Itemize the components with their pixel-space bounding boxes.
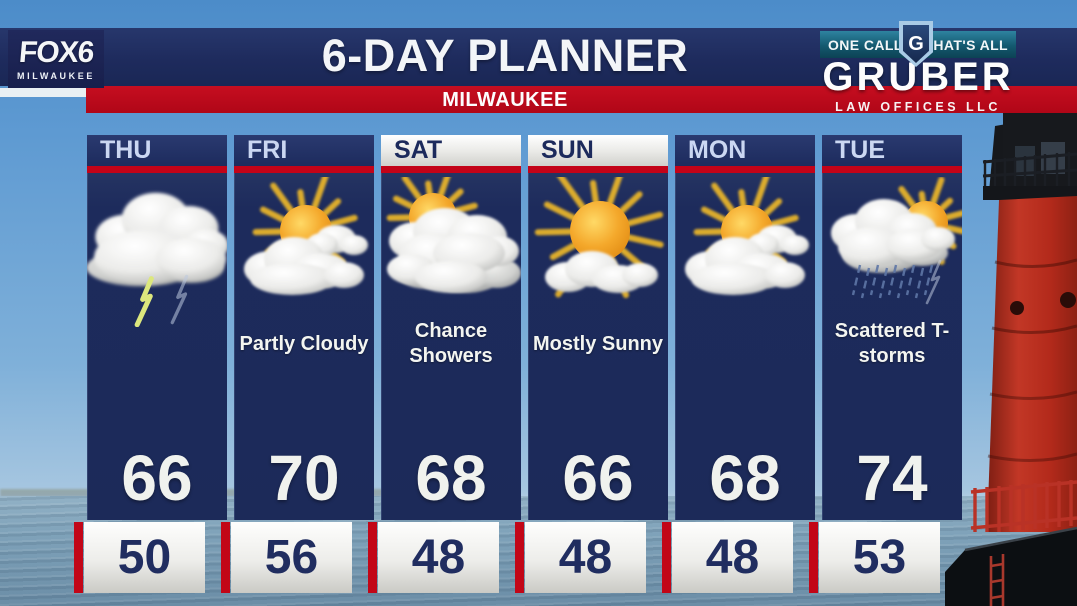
mostly-sunny-icon <box>528 156 668 327</box>
station-logo-text: FOX6 <box>17 35 95 69</box>
condition-label <box>679 313 811 375</box>
low-temp-box: 50 <box>84 522 205 593</box>
day-header: TUE <box>822 135 962 166</box>
high-temp: 70 <box>268 442 340 514</box>
page-title: 6-DAY PLANNER <box>321 30 689 81</box>
low-accent-bar <box>74 522 83 593</box>
low-band: 56 <box>221 522 374 593</box>
low-temp: 48 <box>411 531 466 584</box>
condition-label: Scattered T-storms <box>834 320 950 367</box>
high-temp: 66 <box>562 442 634 514</box>
day-label: SUN <box>541 136 594 164</box>
sponsor-tagline-left: ONE CALL <box>828 36 903 53</box>
condition-label: Partly Cloudy <box>239 332 369 355</box>
header-accent-stripe <box>87 166 227 173</box>
forecast-column-tue: TUE Scattered T-storms 74 53 <box>809 135 966 593</box>
low-temp-box: 48 <box>672 522 793 593</box>
day-header: FRI <box>234 135 374 166</box>
day-label: THU <box>100 136 152 164</box>
low-temp: 53 <box>852 531 907 584</box>
high-temp: 68 <box>415 442 487 514</box>
header-accent-stripe <box>528 166 668 173</box>
condition-label: Mostly Sunny <box>532 332 663 355</box>
header-accent-stripe <box>675 166 815 173</box>
sponsor-subtext: LAW OFFICES LLC <box>835 100 1001 114</box>
header-accent-stripe <box>822 166 962 173</box>
partly-cloudy-icon <box>675 169 815 327</box>
low-band: 48 <box>368 522 521 593</box>
low-accent-bar <box>809 522 818 593</box>
low-temp-box: 53 <box>819 522 940 593</box>
low-band: 50 <box>74 522 227 593</box>
condition-label <box>91 313 223 375</box>
low-temp-box: 56 <box>231 522 352 593</box>
low-accent-bar <box>662 522 671 593</box>
chance-showers-icon <box>381 164 521 327</box>
low-accent-bar <box>221 522 230 593</box>
forecast-column-thu: THU 66 50 <box>74 135 229 593</box>
day-header: SUN <box>528 135 668 166</box>
header-accent-stripe <box>234 166 374 173</box>
forecast-column-sun: SUN Mostly Sunny 66 48 <box>515 135 668 593</box>
day-header: SAT <box>381 135 521 166</box>
station-logo-subtext: MILWAUKEE <box>17 70 95 81</box>
high-temp: 68 <box>709 442 781 514</box>
high-temp: 74 <box>856 442 928 514</box>
day-label: FRI <box>247 136 288 164</box>
forecast-column-mon: MON 68 48 <box>662 135 815 593</box>
low-band: 48 <box>515 522 668 593</box>
high-temp: 66 <box>121 442 193 514</box>
day-header: THU <box>87 135 227 166</box>
partly-cloudy-icon <box>234 169 374 327</box>
low-accent-bar <box>368 522 377 593</box>
day-label: MON <box>688 136 747 164</box>
location-banner <box>86 86 1077 113</box>
low-temp: 50 <box>117 531 172 584</box>
low-temp: 48 <box>558 531 613 584</box>
low-temp-box: 48 <box>525 522 646 593</box>
day-label: TUE <box>835 136 885 164</box>
day-header: MON <box>675 135 815 166</box>
station-logo-underline <box>0 88 86 97</box>
forecast-column-sat: SAT Chance Showers 68 48 <box>368 135 521 593</box>
low-band: 53 <box>809 522 962 593</box>
header-accent-stripe <box>381 166 521 173</box>
lighthouse-photo <box>945 112 1077 606</box>
low-temp-box: 48 <box>378 522 499 593</box>
sponsor-tagline-right: THAT'S ALL <box>924 36 1008 53</box>
sponsor-monogram: G <box>903 25 929 63</box>
condition-label: Chance Showers <box>409 320 493 367</box>
thunderstorm-icon <box>86 177 229 328</box>
low-temp: 48 <box>705 531 760 584</box>
location-label: MILWAUKEE <box>442 89 568 111</box>
low-accent-bar <box>515 522 524 593</box>
scattered-tstorms-icon <box>822 176 966 327</box>
low-temp: 56 <box>264 531 319 584</box>
low-band: 48 <box>662 522 815 593</box>
day-label: SAT <box>394 136 443 164</box>
station-logo: FOX6 MILWAUKEE <box>8 30 104 88</box>
forecast-column-fri: FRI Partly Cloudy 70 56 <box>221 135 374 593</box>
